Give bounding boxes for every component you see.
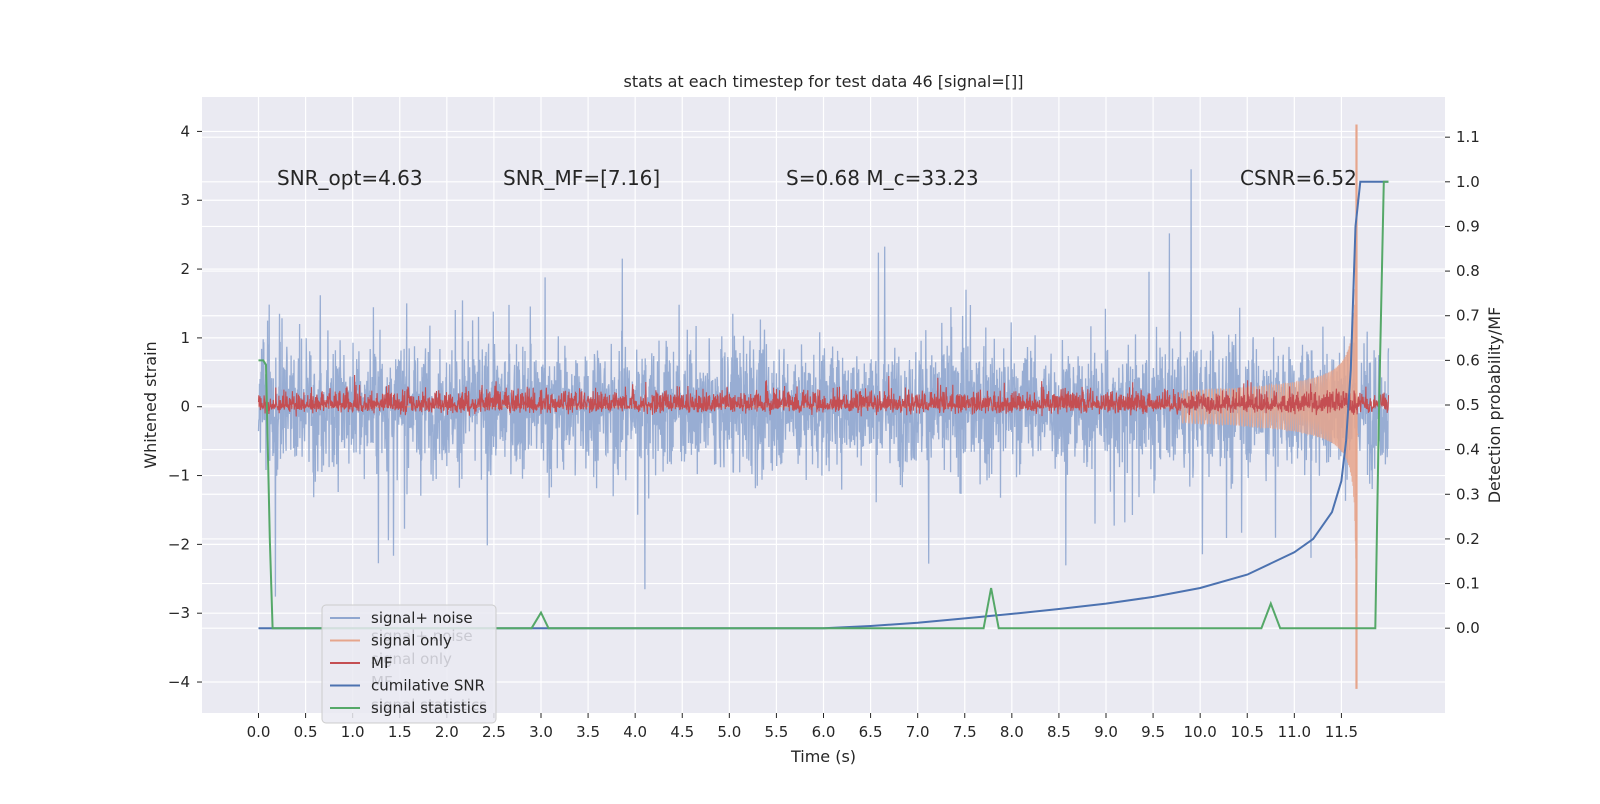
legend-label: MF xyxy=(371,654,393,672)
series-signal-noise-line xyxy=(257,169,1390,597)
x-axis: 0.0 0.5 1.0 1.5 2.0 2.5 3.0 3.5 4.0 4.5 5.0 5.5 6.0 6… xyxy=(247,713,1358,741)
y-tick-label: −2 xyxy=(168,535,190,553)
legend-ghost-label: signal+ noise xyxy=(371,627,473,645)
x-tick-label: 11.0 xyxy=(1278,723,1311,741)
y-tick-label: 2 xyxy=(180,260,190,278)
x-tick-label: 4.0 xyxy=(623,723,647,741)
annotation-snr-opt: SNR_opt=4.63 xyxy=(277,166,423,190)
x-tick-label: 5.0 xyxy=(717,723,741,741)
annotation-csnr: CSNR=6.52 xyxy=(1240,166,1357,190)
y-tick-label: −4 xyxy=(168,673,190,691)
y-tick-label: 1 xyxy=(180,329,190,347)
y-right-tick-label: 0.3 xyxy=(1456,485,1480,503)
x-tick-label: 5.5 xyxy=(764,723,788,741)
x-tick-label: 6.0 xyxy=(812,723,836,741)
x-tick-label: 10.5 xyxy=(1231,723,1264,741)
x-axis-label: Time (s) xyxy=(790,747,856,766)
series-mf-line xyxy=(257,374,1390,417)
x-tick-label: 1.0 xyxy=(341,723,365,741)
x-tick-label: 1.5 xyxy=(388,723,412,741)
legend-label: signal only xyxy=(371,632,452,650)
x-tick-label: 10.0 xyxy=(1183,723,1216,741)
legend-ghost-label: signal statistics xyxy=(371,696,487,714)
legend-label: signal+ noise xyxy=(371,609,473,627)
x-tick-label: 11.5 xyxy=(1325,723,1358,741)
x-tick-label: 6.5 xyxy=(859,723,883,741)
y-right-tick-label: 0.1 xyxy=(1456,575,1480,593)
legend-label: signal statistics xyxy=(371,699,487,717)
y-axis-label-right: Detection probability/MF xyxy=(1485,307,1504,504)
x-tick-label: 7.5 xyxy=(953,723,977,741)
y-axis: −4 −3 −2 −1 0 1 2 3 4 xyxy=(168,122,202,691)
x-tick-label: 0.5 xyxy=(294,723,318,741)
y-right-tick-label: 0.0 xyxy=(1456,619,1480,637)
y-right-tick-label: 1.1 xyxy=(1456,128,1480,146)
series-cumulative-snr-line xyxy=(258,180,1389,630)
y-tick-label: −1 xyxy=(168,467,190,485)
series-signal-statistics-line xyxy=(258,180,1389,630)
y-right-tick-label: 0.6 xyxy=(1456,351,1480,369)
x-tick-label: 8.5 xyxy=(1047,723,1071,741)
legend-ghost-label: MF xyxy=(371,673,393,691)
legend-ghost-label: signal only xyxy=(371,650,452,668)
x-tick-label: 8.0 xyxy=(1000,723,1024,741)
y-right-tick-label: 0.2 xyxy=(1456,530,1480,548)
x-tick-label: 3.5 xyxy=(576,723,600,741)
y-right-tick-label: 0.8 xyxy=(1456,262,1480,280)
annotation-snr-mf: SNR_MF=[7.16] xyxy=(503,166,660,190)
y-right-tick-label: 0.9 xyxy=(1456,217,1480,235)
legend-box xyxy=(321,604,497,724)
y-tick-label: −3 xyxy=(168,604,190,622)
x-tick-label: 0.0 xyxy=(247,723,271,741)
x-tick-label: 9.5 xyxy=(1141,723,1165,741)
y-tick-label: 0 xyxy=(180,398,190,416)
y-tick-label: 3 xyxy=(180,191,190,209)
x-tick-label: 2.0 xyxy=(435,723,459,741)
legend-label: cumilative SNR xyxy=(371,677,485,695)
y-right-tick-label: 0.7 xyxy=(1456,307,1480,325)
y-axis-right: 0.0 0.1 0.2 0.3 0.4 0.5 0.6 0.7 0.8 0.9 1.0 1.1 xyxy=(1445,128,1480,637)
x-tick-label: 7.0 xyxy=(906,723,930,741)
series-signal-only-line xyxy=(258,238,1359,559)
x-tick-label: 9.0 xyxy=(1094,723,1118,741)
y-axis-label: Whitened strain xyxy=(141,341,160,468)
x-tick-label: 4.5 xyxy=(670,723,694,741)
x-tick-label: 3.0 xyxy=(529,723,553,741)
y-tick-label: 4 xyxy=(180,122,190,140)
x-tick-label: 2.5 xyxy=(482,723,506,741)
y-right-tick-label: 0.4 xyxy=(1456,441,1480,459)
chart-title: stats at each timestep for test data 46 … xyxy=(624,72,1024,91)
annotation-s-mc: S=0.68 M_c=33.23 xyxy=(786,166,979,190)
y-right-tick-label: 1.0 xyxy=(1456,173,1480,191)
y-right-tick-label: 0.5 xyxy=(1456,396,1480,414)
